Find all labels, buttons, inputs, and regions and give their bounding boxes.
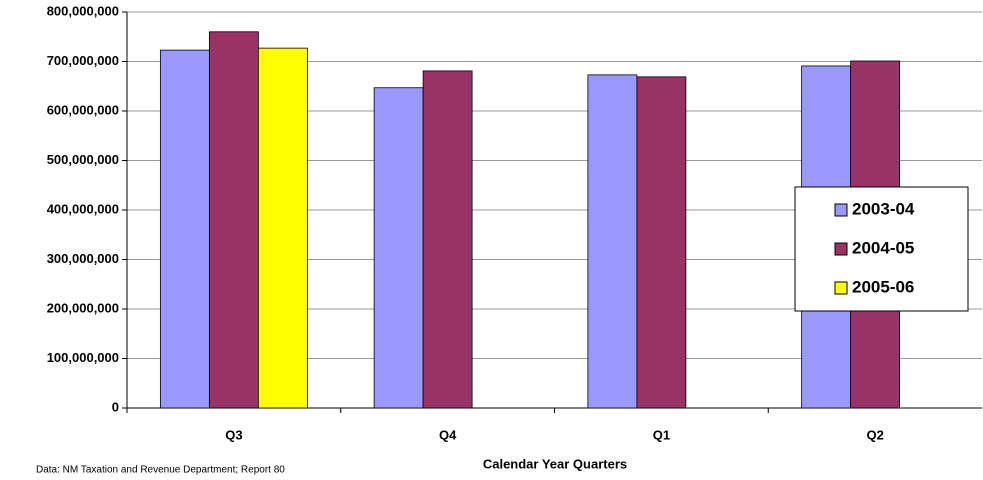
bar [587, 74, 638, 409]
x-tick-label: Q4 [439, 427, 457, 442]
y-tick-label: 400,000,000 [47, 201, 119, 216]
source-note: Data: NM Taxation and Revenue Department… [36, 465, 285, 475]
bar [636, 76, 687, 409]
x-tick-label: Q2 [866, 427, 883, 442]
x-tick-label: Q1 [653, 427, 670, 442]
y-tick-label: 200,000,000 [47, 300, 119, 315]
x-tick-label: Q3 [225, 427, 242, 442]
bar [208, 31, 259, 409]
legend-swatch [834, 281, 848, 295]
bar [159, 49, 210, 409]
y-tick-label: 800,000,000 [47, 3, 119, 18]
legend-box [794, 186, 969, 312]
legend-label: 2003-04 [852, 199, 915, 218]
y-tick-label: 0 [112, 399, 119, 414]
legend-swatch [834, 242, 848, 256]
bar [373, 87, 424, 409]
y-tick-label: 500,000,000 [47, 152, 119, 167]
bar [257, 47, 308, 409]
y-tick-label: 300,000,000 [47, 251, 119, 266]
y-tick-label: 700,000,000 [47, 53, 119, 68]
y-tick-label: 600,000,000 [47, 102, 119, 117]
y-tick-label: 100,000,000 [47, 350, 119, 365]
bar [422, 70, 473, 409]
legend-label: 2005-06 [852, 277, 914, 296]
legend-label: 2004-05 [852, 238, 914, 257]
x-axis-label: Calendar Year Quarters [483, 456, 627, 471]
legend-swatch [834, 203, 848, 217]
